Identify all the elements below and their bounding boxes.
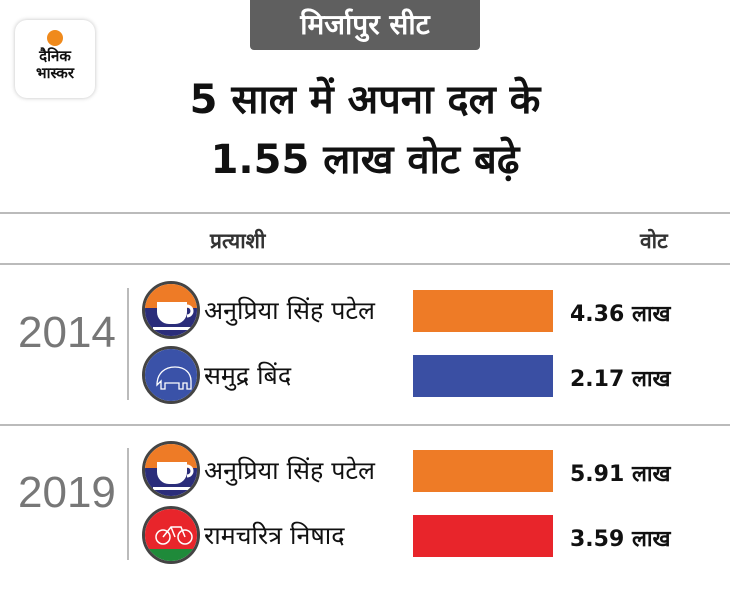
brand-line1: दैनिक bbox=[39, 47, 71, 65]
divider bbox=[0, 263, 730, 265]
year-label: 2019 bbox=[18, 468, 116, 517]
party-symbol-cup-saucer-icon bbox=[142, 441, 200, 499]
candidate-name: अनुप्रिया सिंह पटेल bbox=[204, 296, 375, 325]
vote-value: 3.59 लाख bbox=[570, 527, 671, 552]
vote-bar bbox=[413, 290, 553, 332]
year-label: 2014 bbox=[18, 308, 116, 357]
divider bbox=[0, 212, 730, 214]
party-symbol-elephant-icon bbox=[142, 346, 200, 404]
candidate-name: रामचरित्र निषाद bbox=[204, 521, 345, 550]
title-line2: 1.55 लाख वोट बढ़े bbox=[210, 137, 520, 183]
vote-value: 5.91 लाख bbox=[570, 462, 671, 487]
party-symbol-bicycle-icon bbox=[142, 506, 200, 564]
sun-icon bbox=[47, 30, 63, 46]
dainik-bhaskar-logo: दैनिक भास्कर bbox=[15, 20, 95, 98]
vote-value: 4.36 लाख bbox=[570, 302, 671, 327]
brand-line2: भास्कर bbox=[36, 64, 74, 82]
header-candidate: प्रत्याशी bbox=[210, 229, 266, 253]
vote-value: 2.17 लाख bbox=[570, 367, 671, 392]
seat-label: मिर्जापुर सीट bbox=[250, 0, 480, 50]
divider bbox=[0, 424, 730, 426]
header-votes: वोट bbox=[640, 229, 668, 253]
vote-bar bbox=[413, 450, 553, 492]
group-divider bbox=[127, 448, 129, 560]
candidate-name: अनुप्रिया सिंह पटेल bbox=[204, 456, 375, 485]
party-symbol-cup-saucer-icon bbox=[142, 281, 200, 339]
vote-bar bbox=[413, 515, 553, 557]
candidate-name: समुद्र बिंद bbox=[204, 361, 292, 390]
vote-bar bbox=[413, 355, 553, 397]
group-divider bbox=[127, 288, 129, 400]
title-line1: 5 साल में अपना दल के bbox=[189, 77, 541, 123]
